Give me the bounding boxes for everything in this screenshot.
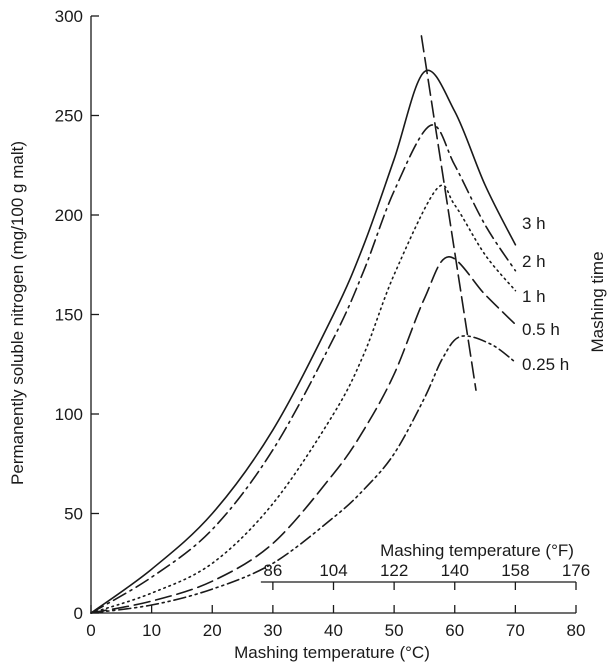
y-tick-label: 50 xyxy=(64,505,83,524)
x-axis-title: Mashing temperature (°C) xyxy=(234,643,430,662)
y-tick-label: 150 xyxy=(55,306,83,325)
x-tick-label: 20 xyxy=(203,621,222,640)
x-tick-label: 40 xyxy=(324,621,343,640)
x2-tick-label: 122 xyxy=(380,561,408,580)
x2-tick-label: 158 xyxy=(501,561,529,580)
legend-title: Mashing time xyxy=(588,251,607,352)
x2-axis-title: Mashing temperature (°F) xyxy=(380,541,574,560)
series-label: 1 h xyxy=(522,287,546,306)
x-tick-label: 70 xyxy=(506,621,525,640)
series-label: 3 h xyxy=(522,214,546,233)
series-label: 0.5 h xyxy=(522,320,560,339)
y-tick-label: 100 xyxy=(55,405,83,424)
series-line-3h xyxy=(90,69,517,614)
x-tick-label: 30 xyxy=(263,621,282,640)
x-tick-label: 50 xyxy=(385,621,404,640)
x-tick-label: 60 xyxy=(445,621,464,640)
series-label: 0.25 h xyxy=(522,355,569,374)
optimum-line xyxy=(420,35,477,391)
x2-tick-label: 176 xyxy=(562,561,590,580)
y-tick-label: 200 xyxy=(55,206,83,225)
series-line-0-25h xyxy=(90,335,517,614)
x-tick-label: 10 xyxy=(142,621,161,640)
x-tick-label: 80 xyxy=(567,621,586,640)
y-tick-label: 300 xyxy=(55,7,83,26)
series-label: 2 h xyxy=(522,252,546,271)
y-axis-title: Permanently soluble nitrogen (mg/100 g m… xyxy=(8,141,27,485)
series-line-1h xyxy=(90,184,517,614)
series-line-2h xyxy=(90,124,517,614)
x2-tick-label: 104 xyxy=(319,561,347,580)
y-tick-label: 0 xyxy=(74,604,83,623)
x-tick-label: 0 xyxy=(86,621,95,640)
x2-tick-label: 86 xyxy=(263,561,282,580)
series-line-0-5h xyxy=(90,255,517,614)
x2-tick-label: 140 xyxy=(441,561,469,580)
y-tick-label: 250 xyxy=(55,107,83,126)
